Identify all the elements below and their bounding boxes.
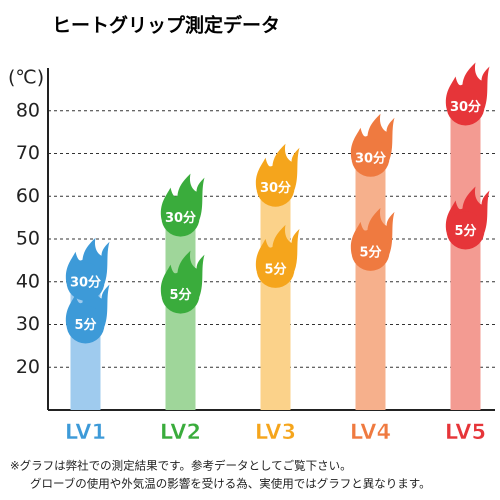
data-label: 5分 xyxy=(74,317,96,333)
flame-marker: 5分 xyxy=(445,186,490,250)
data-label: 5分 xyxy=(359,244,381,260)
marker-circle xyxy=(256,168,295,207)
y-tick-label: 60 xyxy=(16,185,40,207)
data-label: 30分 xyxy=(355,150,386,166)
flame-marker: 30分 xyxy=(445,62,490,126)
flame-marker: 30分 xyxy=(350,113,395,177)
x-tick-label: LV5 xyxy=(445,420,486,444)
marker-circle xyxy=(66,262,105,301)
flame-marker: 30分 xyxy=(255,143,300,207)
bar xyxy=(165,217,196,410)
marker-circle xyxy=(66,305,105,344)
data-label: 30分 xyxy=(450,99,481,115)
y-tick-label: 50 xyxy=(16,228,40,250)
flame-marker: 5分 xyxy=(65,280,110,344)
note: グローブの使用や外気温の影響を受ける為、実使用ではグラフと異なります。 xyxy=(30,477,431,491)
data-label: 5分 xyxy=(169,287,191,303)
x-tick-label: LV4 xyxy=(350,420,391,444)
flame-marker: 5分 xyxy=(255,224,300,288)
y-tick-label: 20 xyxy=(16,356,40,378)
bar xyxy=(355,157,386,410)
x-tick-label: LV1 xyxy=(65,420,106,444)
marker-circle xyxy=(161,275,200,314)
bar xyxy=(450,106,481,410)
data-label: 30分 xyxy=(70,274,101,290)
y-tick-label: 80 xyxy=(16,99,40,121)
data-label: 30分 xyxy=(165,210,196,226)
flame-marker: 30分 xyxy=(160,173,205,237)
marker-circle xyxy=(161,198,200,237)
x-tick-label: LV3 xyxy=(255,420,296,444)
data-label: 5分 xyxy=(264,261,286,277)
flame-marker: 5分 xyxy=(350,207,395,271)
note: ※グラフは弊社での測定結果です。参考データとしてご覧下さい。 xyxy=(10,459,352,473)
marker-circle xyxy=(446,211,485,250)
flame-marker: 30分 xyxy=(65,237,110,301)
marker-circle xyxy=(351,138,390,177)
marker-circle xyxy=(351,232,390,271)
flame-marker: 5分 xyxy=(160,250,205,314)
data-label: 30分 xyxy=(260,180,291,196)
y-tick-label: 40 xyxy=(16,270,40,292)
x-tick-label: LV2 xyxy=(160,420,201,444)
y-tick-label: 30 xyxy=(16,313,40,335)
y-axis-label: (℃) xyxy=(8,67,44,89)
marker-circle xyxy=(446,87,485,126)
data-label: 5分 xyxy=(454,223,476,239)
bar xyxy=(260,187,291,410)
chart-title: ヒートグリップ測定データ xyxy=(52,14,280,37)
y-tick-label: 70 xyxy=(16,142,40,164)
marker-circle xyxy=(256,249,295,288)
